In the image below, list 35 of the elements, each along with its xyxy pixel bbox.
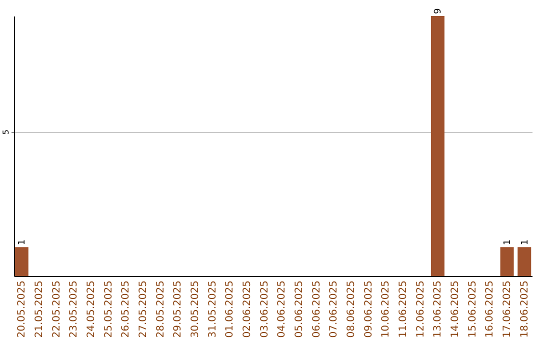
x-tick-label: 22.05.2025 — [51, 280, 62, 338]
x-tick-label: 01.06.2025 — [224, 280, 236, 338]
x-tick-label: 04.06.2025 — [276, 280, 288, 338]
data-label: 9 — [434, 8, 444, 14]
x-tick-label: 09.06.2025 — [363, 280, 374, 338]
x-tick-label: 28.05.2025 — [155, 280, 166, 338]
x-tick-label: 05.06.2025 — [294, 280, 306, 338]
data-label: 1 — [18, 239, 28, 246]
x-tick-label: 29.05.2025 — [172, 280, 184, 338]
x-tick-label: 13.06.2025 — [432, 280, 444, 338]
y-tick-label: 5 — [2, 130, 10, 135]
x-tick-label: 06.06.2025 — [311, 280, 322, 338]
x-tick-label: 20.05.2025 — [16, 280, 28, 338]
x-tick-label: 24.05.2025 — [86, 280, 97, 338]
data-label: 1 — [520, 239, 530, 246]
x-tick-label: 31.05.2025 — [207, 280, 218, 338]
x-tick-label: 30.05.2025 — [190, 280, 201, 338]
x-tick-label: 14.06.2025 — [450, 280, 462, 338]
data-label: 1 — [503, 239, 514, 246]
x-tick-label: 21.05.2025 — [34, 280, 45, 338]
x-tick-label: 23.05.2025 — [68, 280, 80, 338]
x-tick-label: 08.06.2025 — [346, 280, 358, 338]
x-tick-label: 11.06.2025 — [398, 280, 410, 338]
x-tick-label: 02.06.2025 — [242, 280, 253, 338]
x-tick-label: 15.06.2025 — [467, 280, 478, 338]
x-tick-label: 18.06.2025 — [519, 280, 530, 338]
x-tick-label: 12.06.2025 — [415, 280, 426, 338]
x-tick-label: 17.06.2025 — [502, 280, 514, 338]
x-tick-label: 27.05.2025 — [138, 280, 149, 338]
x-tick-label: 10.06.2025 — [380, 280, 392, 338]
x-tick-label: 25.05.2025 — [103, 280, 114, 338]
x-tick-label: 16.06.2025 — [484, 280, 496, 338]
x-tick-label: 03.06.2025 — [259, 280, 270, 338]
x-tick-label: 07.06.2025 — [328, 280, 340, 338]
x-tick-label: 26.05.2025 — [120, 280, 132, 338]
